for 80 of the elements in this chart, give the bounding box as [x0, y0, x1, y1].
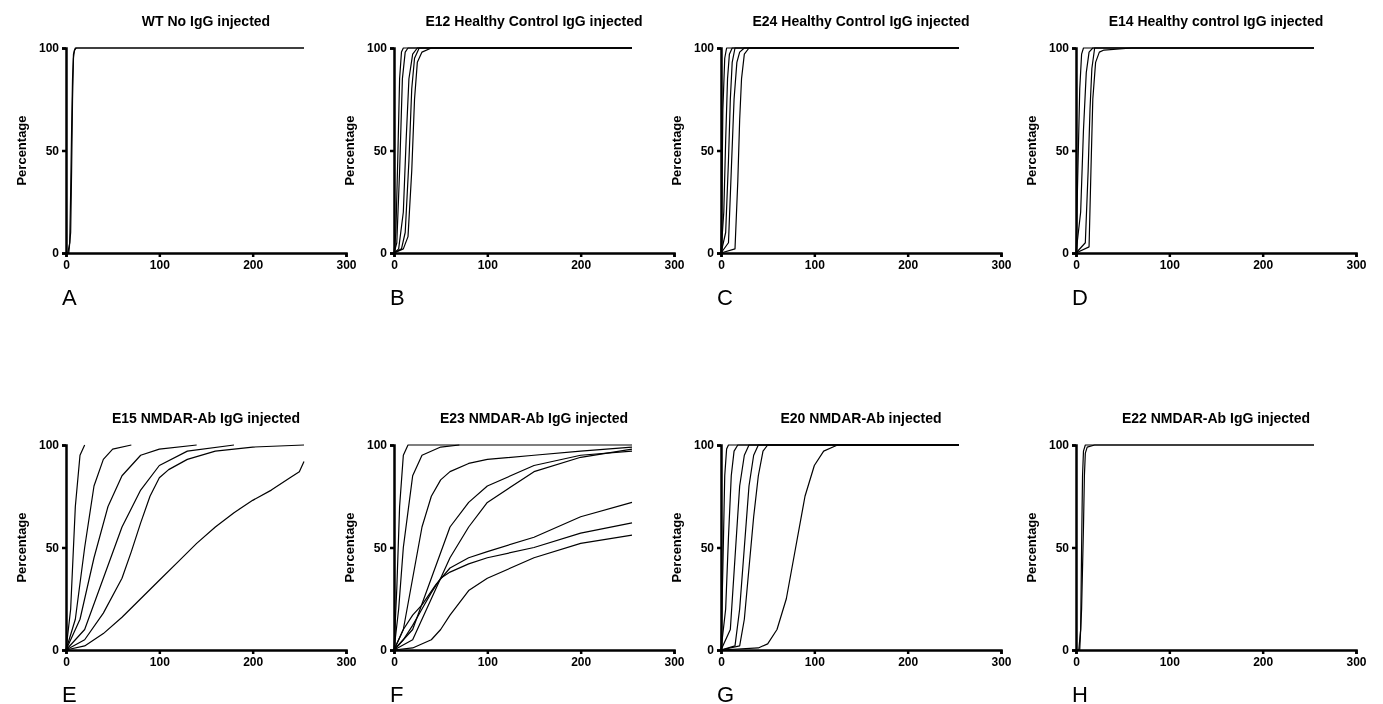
y-axis-title: Percentage	[14, 115, 29, 186]
text: C	[717, 285, 733, 310]
chart-title: WT No IgG injected	[141, 13, 271, 29]
x-tick-label: 100	[149, 654, 171, 669]
y-tick-label: 50	[700, 540, 715, 555]
text: A	[62, 285, 77, 310]
y-axis-title: Percentage	[1024, 115, 1039, 186]
x-tick-label: 0	[63, 654, 71, 669]
y-axis-title: Percentage	[1024, 512, 1039, 583]
x-tick-label: 200	[1253, 257, 1274, 272]
chart-title: E23 NMDAR-Ab IgG injected	[439, 410, 629, 426]
y-tick-label: 50	[45, 143, 60, 158]
y-tick-label: 50	[45, 540, 60, 555]
x-tick-label: 300	[991, 654, 1012, 669]
x-tick-label: 100	[477, 257, 499, 272]
chart-title: E14 Healthy control IgG injected	[1108, 13, 1324, 29]
y-tick-label: 50	[373, 143, 388, 158]
y-tick-label: 50	[373, 540, 388, 555]
x-tick-label: 100	[804, 654, 826, 669]
x-tick-label: 200	[1253, 654, 1274, 669]
x-tick-label: 0	[1073, 654, 1081, 669]
x-tick-label: 300	[664, 257, 685, 272]
y-axis-title: Percentage	[342, 115, 357, 186]
y-tick-label: 0	[380, 643, 388, 658]
y-tick-label: 0	[1062, 246, 1070, 261]
x-tick-label: 200	[243, 257, 264, 272]
x-tick-label: 300	[664, 654, 685, 669]
text: B	[390, 285, 405, 310]
text: E	[62, 682, 77, 704]
y-tick-label: 0	[1062, 643, 1070, 658]
x-tick-label: 200	[571, 654, 592, 669]
y-tick-label: 50	[1055, 540, 1070, 555]
chart-title: E24 Healthy Control IgG injected	[752, 13, 970, 29]
chart-title: E20 NMDAR-Ab injected	[780, 410, 942, 426]
y-axis-title: Percentage	[14, 512, 29, 583]
y-tick-label: 100	[1048, 41, 1070, 56]
chart-title: E22 NMDAR-Ab IgG injected	[1121, 410, 1311, 426]
x-tick-label: 0	[718, 257, 726, 272]
x-tick-label: 200	[243, 654, 264, 669]
chart-title: E12 Healthy Control IgG injected	[425, 13, 643, 29]
y-axis-title: Percentage	[669, 115, 684, 186]
y-tick-label: 50	[1055, 143, 1070, 158]
x-tick-label: 300	[1346, 654, 1367, 669]
y-tick-label: 50	[700, 143, 715, 158]
y-tick-label: 100	[366, 438, 388, 453]
y-tick-label: 100	[1048, 438, 1070, 453]
x-tick-label: 100	[1159, 654, 1181, 669]
x-tick-label: 300	[336, 257, 357, 272]
y-axis-title: Percentage	[342, 512, 357, 583]
x-tick-label: 300	[991, 257, 1012, 272]
y-tick-label: 100	[366, 41, 388, 56]
y-tick-label: 0	[707, 246, 715, 261]
x-tick-label: 100	[477, 654, 499, 669]
y-tick-label: 100	[38, 41, 60, 56]
y-tick-label: 100	[693, 41, 715, 56]
x-tick-label: 0	[391, 257, 399, 272]
y-axis-title: Percentage	[669, 512, 684, 583]
text: F	[390, 682, 404, 704]
x-tick-label: 100	[149, 257, 171, 272]
text: D	[1072, 285, 1088, 310]
x-tick-label: 200	[898, 654, 919, 669]
x-tick-label: 0	[63, 257, 71, 272]
x-tick-label: 300	[336, 654, 357, 669]
x-tick-label: 300	[1346, 257, 1367, 272]
x-tick-label: 200	[571, 257, 592, 272]
x-tick-label: 0	[718, 654, 726, 669]
x-tick-label: 0	[1073, 257, 1081, 272]
x-tick-label: 100	[1159, 257, 1181, 272]
y-tick-label: 0	[380, 246, 388, 261]
y-tick-label: 100	[38, 438, 60, 453]
x-tick-label: 200	[898, 257, 919, 272]
x-tick-label: 100	[804, 257, 826, 272]
chart-title: E15 NMDAR-Ab IgG injected	[111, 410, 301, 426]
x-tick-label: 0	[391, 654, 399, 669]
text: H	[1072, 682, 1088, 704]
y-tick-label: 0	[707, 643, 715, 658]
text: G	[717, 682, 735, 704]
y-tick-label: 0	[52, 643, 60, 658]
y-tick-label: 0	[52, 246, 60, 261]
y-tick-label: 100	[693, 438, 715, 453]
